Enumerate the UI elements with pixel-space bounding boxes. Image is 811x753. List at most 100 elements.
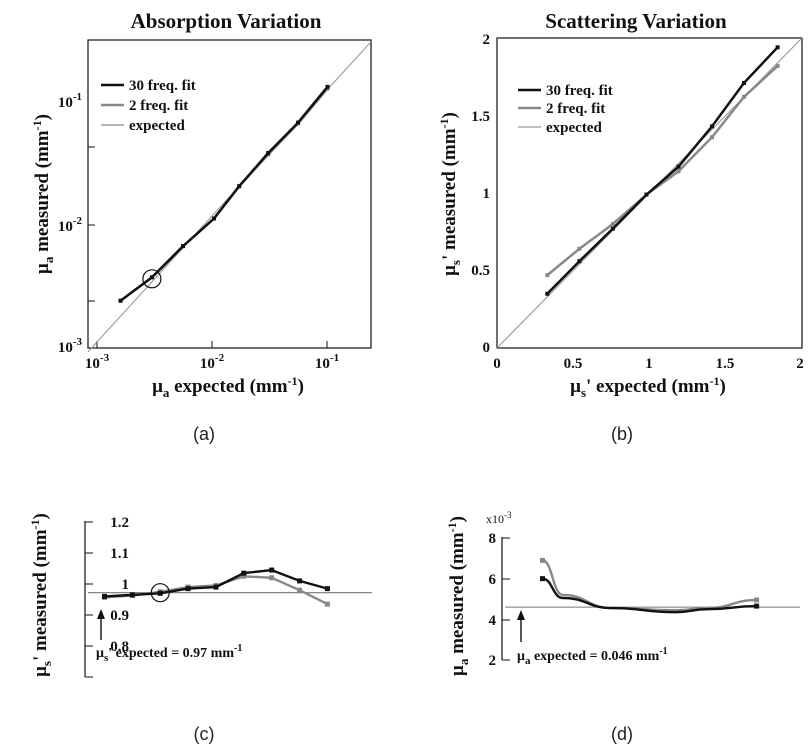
panel-d-caption: (d)	[611, 724, 633, 744]
panel-c-point-30freq	[157, 590, 163, 596]
panel-c-point-30freq	[324, 586, 330, 592]
panel-b-series-2freq	[546, 64, 779, 277]
panel-a-highlight-circle	[142, 269, 162, 289]
panel-b-caption: (b)	[611, 424, 633, 444]
panel-c: 1.2 1.1 1 0.9 0.8 μs' measured (mm-1) μs…	[28, 513, 242, 678]
panel-b-legend-2: expected	[546, 120, 602, 136]
panel-a-point-30freq	[237, 184, 242, 189]
panel-c-point-30freq	[129, 592, 135, 598]
panel-b-point-2freq	[742, 94, 747, 99]
panel-b-ytick-1: 1.5	[471, 109, 490, 125]
panel-b-legend-0: 30 freq. fit	[546, 83, 613, 99]
panel-a-point-30freq	[118, 298, 123, 303]
panel-b: Scattering Variation 2 1.5 1 0.5 0 0 0.5…	[437, 9, 804, 400]
panel-b-ytick-4: 0	[483, 340, 491, 356]
panel-b-point-30freq	[545, 291, 550, 296]
panel-b-point-30freq	[742, 80, 747, 85]
panel-a-ticks	[88, 146, 328, 348]
panel-c-point-30freq	[241, 570, 247, 576]
panel-b-ylabel: μs' measured (mm-1)	[437, 112, 463, 276]
panel-a-ylabel: μa measured (mm-1)	[30, 114, 56, 274]
panel-b-point-30freq	[610, 226, 615, 231]
panel-a-ytick-0: 10-3	[58, 336, 83, 356]
panel-a-point-30freq	[212, 216, 217, 221]
panel-a-legend-2: expected	[129, 118, 185, 134]
panel-b-point-30freq	[710, 124, 715, 129]
panel-c-point-30freq	[185, 586, 191, 592]
panel-a-legend-1: 2 freq. fit	[129, 98, 188, 114]
panel-c-ytick-0: 1.2	[110, 515, 129, 531]
panel-b-ytick-2: 1	[483, 186, 491, 202]
panel-b-xtick-2: 1	[645, 356, 653, 372]
panel-b-point-2freq	[577, 246, 582, 251]
panel-d-point-2freq	[754, 597, 760, 603]
panel-c-ytick-2: 1	[122, 577, 130, 593]
panel-d-series-2freq	[542, 559, 757, 612]
panel-c-point-2freq	[241, 573, 247, 579]
panel-a-caption: (a)	[193, 424, 215, 444]
panel-b-xtick-1: 0.5	[564, 356, 583, 372]
panel-b-legend: 30 freq. fit 2 freq. fit expected	[518, 83, 613, 136]
panel-c-point-2freq	[269, 575, 275, 581]
panel-a-point-30freq	[325, 84, 330, 89]
panel-a-point-30freq	[149, 275, 154, 280]
panel-c-point-30freq	[297, 578, 303, 584]
panel-b-point-2freq	[676, 169, 681, 174]
panel-c-ylabel: μs' measured (mm-1)	[28, 513, 54, 677]
panel-b-title: Scattering Variation	[545, 9, 727, 33]
panel-b-point-30freq	[676, 164, 681, 169]
panel-d-annotation-text: μa expected = 0.046 mm-1	[517, 646, 668, 667]
chart-marks	[87, 37, 803, 614]
panel-a: Absorption Variation 10-3 10-2 10-1 10-3…	[30, 9, 372, 400]
panel-d: x10-3 8 6 4 2 μa measured (mm-1) μa expe…	[445, 510, 668, 676]
panel-d-ytick-2: 4	[489, 613, 497, 629]
panel-b-xtick-0: 0	[493, 356, 501, 372]
panel-a-point-30freq	[266, 151, 271, 156]
panel-c-annotation: μs' expected = 0.97 mm-1	[96, 609, 242, 664]
panel-c-point-30freq	[102, 593, 108, 599]
panel-d-ylabel: μa measured (mm-1)	[445, 516, 471, 676]
panel-c-point-30freq	[213, 584, 219, 590]
panel-d-ytick-3: 2	[489, 653, 497, 669]
panel-c-point-30freq	[269, 567, 275, 573]
panel-b-xtick-3: 1.5	[716, 356, 735, 372]
panel-b-point-30freq	[577, 259, 582, 264]
panel-a-ytick-2: 10-1	[58, 91, 82, 111]
panel-c-ytick-3: 0.9	[110, 608, 129, 624]
panel-d-ytick-1: 6	[489, 572, 497, 588]
panel-b-frame	[496, 37, 803, 349]
panel-d-point-2freq	[540, 557, 546, 563]
panel-b-xlabel: μs' expected (mm-1)	[570, 374, 726, 400]
panel-a-xtick-1: 10-2	[200, 352, 225, 372]
panel-b-point-2freq	[545, 273, 550, 278]
panel-a-title: Absorption Variation	[131, 9, 322, 33]
panel-a-xtick-0: 10-3	[85, 352, 110, 372]
panel-c-highlight-circle	[150, 583, 170, 603]
panel-c-annotation-text: μs' expected = 0.97 mm-1	[96, 643, 242, 664]
panel-b-point-30freq	[644, 192, 649, 197]
panel-b-point-2freq	[710, 135, 715, 140]
panel-d-multiplier: x10-3	[486, 510, 512, 526]
panel-a-frame	[87, 39, 372, 349]
panel-d-series-30freq	[542, 577, 757, 614]
panel-d-ytick-0: 8	[489, 531, 497, 547]
panel-c-point-2freq	[297, 587, 303, 593]
panel-a-point-30freq	[296, 120, 301, 125]
panel-b-legend-1: 2 freq. fit	[546, 101, 605, 117]
panel-c-ytick-1: 1.1	[110, 546, 129, 562]
panel-b-ytick-3: 0.5	[471, 263, 490, 279]
panel-d-point-30freq	[540, 576, 546, 582]
panel-b-ytick-0: 2	[483, 32, 491, 48]
panel-d-annotation: μa expected = 0.046 mm-1	[517, 610, 668, 667]
panel-a-point-30freq	[181, 244, 186, 249]
panel-a-xtick-2: 10-1	[315, 352, 339, 372]
panel-c-series-2freq	[104, 575, 328, 606]
panel-c-point-2freq	[324, 601, 330, 607]
panel-a-legend-0: 30 freq. fit	[129, 78, 196, 94]
panel-c-ytick-4: 0.8	[110, 639, 129, 655]
panel-a-legend: 30 freq. fit 2 freq. fit expected	[101, 78, 196, 134]
panel-c-caption: (c)	[194, 724, 215, 744]
panel-a-xlabel: μa expected (mm-1)	[152, 374, 304, 400]
panel-a-ytick-1: 10-2	[58, 215, 83, 235]
